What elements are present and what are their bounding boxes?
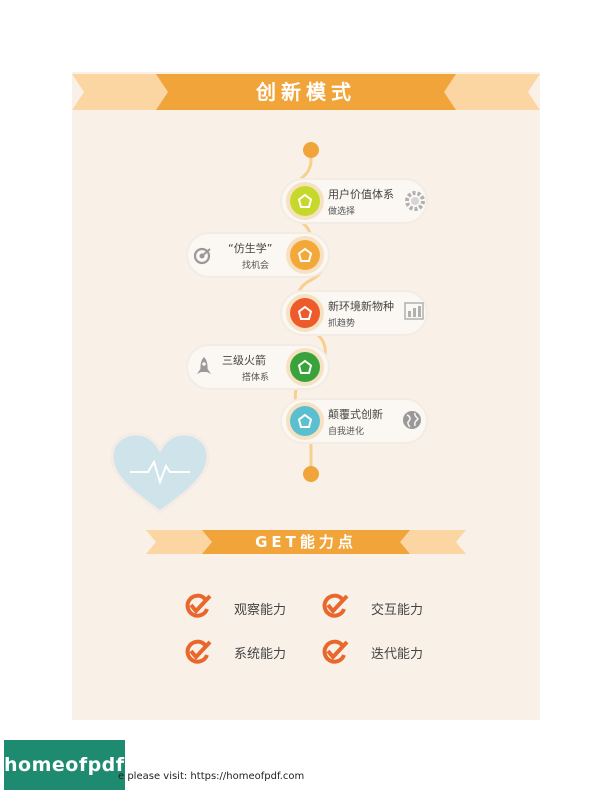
timeline-end-dot bbox=[303, 466, 319, 482]
check-icon bbox=[185, 639, 212, 664]
skill-label: 系统能力 bbox=[234, 647, 287, 662]
title-ribbon-shape bbox=[72, 74, 540, 110]
item-subtitle: 搭体系 bbox=[242, 373, 270, 383]
gear-icon bbox=[405, 191, 425, 211]
item-title: “仿生学” bbox=[228, 242, 273, 255]
check-icon bbox=[322, 639, 349, 664]
skill-label: 迭代能力 bbox=[371, 647, 424, 662]
item-title: 三级火箭 bbox=[222, 354, 266, 367]
section-ribbon-shape bbox=[146, 530, 466, 554]
item-title: 新环境新物种 bbox=[328, 300, 394, 313]
skill-label: 交互能力 bbox=[371, 603, 424, 618]
check-icon bbox=[185, 593, 212, 618]
rocket-icon bbox=[197, 357, 211, 374]
flower-badge-icon bbox=[286, 402, 324, 440]
page-title: 创新模式 bbox=[256, 80, 356, 104]
item-subtitle: 做选择 bbox=[328, 207, 356, 217]
homeofpdf-logo[interactable]: homeofpdf.com bbox=[4, 740, 176, 790]
bar-chart-icon bbox=[404, 302, 424, 320]
heartbeat-heart-icon bbox=[110, 432, 210, 514]
footer-text: e please visit: https://homeofpdf.com bbox=[118, 771, 305, 782]
target-icon bbox=[193, 247, 211, 265]
check-icon bbox=[322, 593, 349, 618]
item-subtitle: 抓趋势 bbox=[328, 319, 356, 329]
skill-label: 观察能力 bbox=[234, 603, 287, 618]
timeline-start-dot bbox=[303, 142, 319, 158]
flower-badge-icon bbox=[286, 182, 324, 220]
item-subtitle: 找机会 bbox=[242, 261, 270, 271]
globe-icon bbox=[403, 411, 421, 429]
infographic-card bbox=[72, 72, 540, 720]
item-title: 用户价值体系 bbox=[328, 188, 394, 201]
flower-badge-icon bbox=[286, 294, 324, 332]
flower-badge-icon bbox=[286, 348, 324, 386]
section-title: GET能力点 bbox=[255, 533, 357, 551]
item-subtitle: 自我进化 bbox=[328, 427, 365, 437]
item-title: 颠覆式创新 bbox=[328, 408, 383, 421]
flower-badge-icon bbox=[286, 236, 324, 274]
